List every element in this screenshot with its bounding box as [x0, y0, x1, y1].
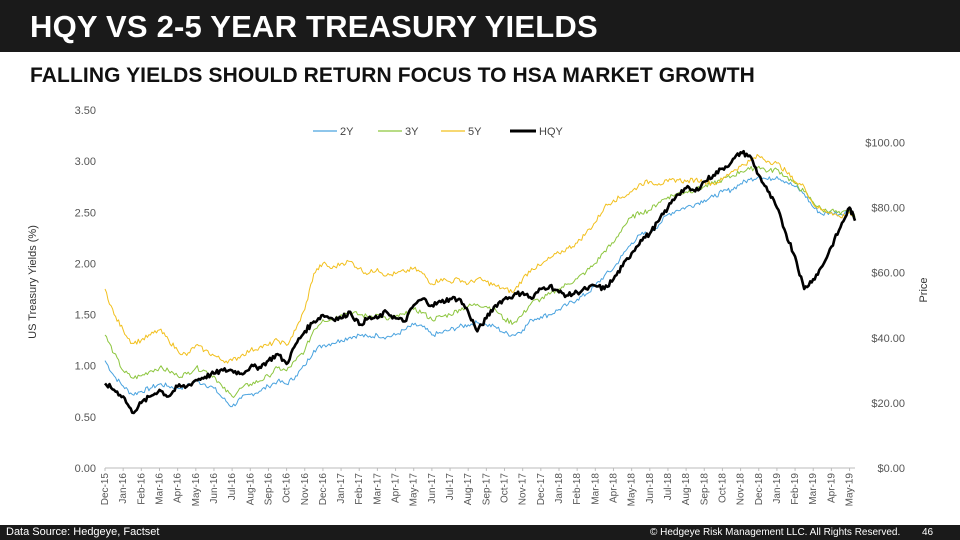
- legend-label-hqy: HQY: [539, 126, 564, 138]
- x-tick-label: Mar-18: [590, 473, 601, 505]
- x-tick-label: Jan-16: [118, 473, 129, 504]
- x-tick-label: Sep-18: [699, 473, 710, 506]
- x-tick-label: May-19: [845, 473, 856, 507]
- right-tick-label: $100.00: [865, 138, 905, 150]
- left-tick-label: 3.50: [75, 105, 96, 117]
- left-tick-label: 3.00: [75, 156, 96, 168]
- left-tick-label: 0.50: [75, 412, 96, 424]
- x-tick-label: Feb-19: [790, 473, 801, 505]
- legend-label-5y: 5Y: [468, 126, 482, 138]
- x-tick-label: Jan-19: [772, 473, 783, 504]
- x-tick-label: Dec-17: [536, 473, 547, 506]
- data-source: Data Source: Hedgeye, Factset: [6, 526, 160, 538]
- legend-label-2y: 2Y: [340, 126, 354, 138]
- x-tick-label: Jul-18: [663, 473, 674, 501]
- page-number: 46: [922, 527, 934, 538]
- x-tick-label: Jun-16: [209, 473, 220, 504]
- x-tick-label: Nov-16: [300, 473, 311, 506]
- x-tick-label: Aug-16: [245, 473, 256, 506]
- x-tick-label: May-16: [191, 473, 202, 507]
- x-tick-label: Aug-17: [463, 473, 474, 506]
- x-tick-label: Jan-18: [554, 473, 565, 504]
- right-axis-label: Price: [918, 277, 930, 302]
- x-tick-label: Mar-17: [372, 473, 383, 505]
- series-lines: [104, 149, 857, 415]
- x-tick-label: Oct-18: [717, 473, 728, 503]
- x-tick-label: Mar-16: [154, 473, 165, 505]
- x-tick-label: Jun-18: [645, 473, 656, 504]
- x-tick-label: Sep-17: [481, 473, 492, 506]
- x-tick-label: Jul-17: [445, 473, 456, 501]
- x-tick-label: Sep-16: [263, 473, 274, 506]
- x-tick-label: Apr-16: [173, 473, 184, 503]
- slide-title: HQY VS 2-5 YEAR TREASURY YIELDS: [30, 9, 598, 44]
- chart-area: 0.00 0.50 1.00 1.50 2.00 2.50 3.00 3.50 $0.00 $2…: [0, 95, 960, 525]
- series-line-hqy: [104, 149, 857, 415]
- x-tick-label: Feb-17: [354, 473, 365, 505]
- footer-bar: Data Source: Hedgeye, Factset © Hedgeye …: [0, 525, 960, 540]
- x-tick-label: Apr-18: [608, 473, 619, 503]
- title-bar: HQY VS 2-5 YEAR TREASURY YIELDS: [0, 0, 960, 52]
- x-tick-label: Dec-16: [318, 473, 329, 506]
- left-tick-label: 2.00: [75, 258, 96, 270]
- left-tick-label: 1.50: [75, 310, 96, 322]
- x-tick-label: Feb-16: [136, 473, 147, 505]
- x-axis-ticks: Dec-15 Jan-16 Feb-16 Mar-16 Apr-16 May-16 Jun-…: [100, 468, 856, 506]
- x-tick-label: Mar-19: [808, 473, 819, 505]
- legend: 2Y 3Y 5Y HQY: [313, 126, 564, 138]
- right-tick-label: $40.00: [871, 333, 905, 345]
- series-line-5y: [104, 154, 856, 364]
- right-tick-label: $0.00: [877, 463, 905, 475]
- x-tick-label: Oct-16: [282, 473, 293, 503]
- x-tick-label: Nov-18: [736, 473, 747, 506]
- legend-label-3y: 3Y: [405, 126, 419, 138]
- x-tick-label: Apr-19: [826, 473, 837, 503]
- left-tick-label: 2.50: [75, 207, 96, 219]
- x-tick-label: Feb-18: [572, 473, 583, 505]
- x-tick-label: Oct-17: [500, 473, 511, 503]
- right-axis-ticks: $0.00 $20.00 $40.00 $60.00 $80.00 $100.00: [865, 138, 905, 475]
- yield-price-chart: 0.00 0.50 1.00 1.50 2.00 2.50 3.00 3.50 $0.00 $2…: [27, 105, 930, 506]
- x-tick-label: Dec-15: [100, 473, 111, 506]
- x-tick-label: Apr-17: [391, 473, 402, 503]
- right-tick-label: $20.00: [871, 398, 905, 410]
- slide-subtitle: FALLING YIELDS SHOULD RETURN FOCUS TO HS…: [30, 64, 755, 87]
- copyright: © Hedgeye Risk Management LLC. All Right…: [650, 527, 901, 538]
- series-line-3y: [104, 165, 856, 398]
- x-tick-label: Jan-17: [336, 473, 347, 504]
- left-tick-label: 1.00: [75, 361, 96, 373]
- x-tick-label: Nov-17: [518, 473, 529, 506]
- left-axis-label: US Treasury Yields (%): [27, 225, 39, 339]
- x-tick-label: Dec-18: [754, 473, 765, 506]
- x-tick-label: Jun-17: [427, 473, 438, 504]
- x-tick-label: May-17: [409, 473, 420, 507]
- left-tick-label: 0.00: [75, 463, 96, 475]
- x-tick-label: Jul-16: [227, 473, 238, 501]
- x-tick-label: Aug-18: [681, 473, 692, 506]
- left-axis-ticks: 0.00 0.50 1.00 1.50 2.00 2.50 3.00 3.50: [75, 105, 96, 475]
- x-tick-label: May-18: [627, 473, 638, 507]
- right-tick-label: $80.00: [871, 203, 905, 215]
- right-tick-label: $60.00: [871, 268, 905, 280]
